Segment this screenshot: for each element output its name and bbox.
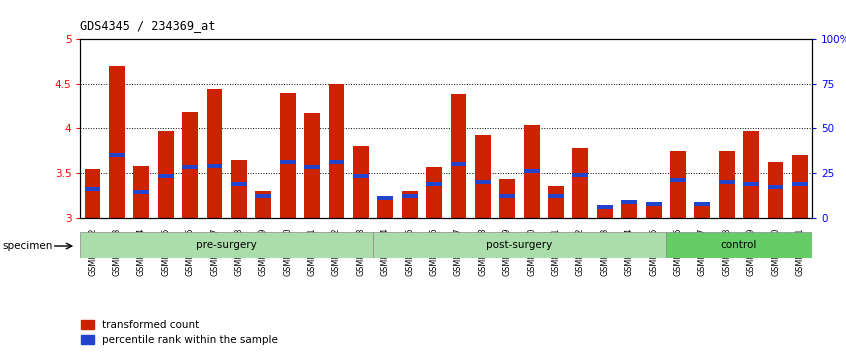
Bar: [134, 166, 149, 218]
Bar: [621, 200, 637, 204]
Bar: [305, 113, 320, 218]
Bar: [670, 151, 686, 218]
Bar: [744, 131, 759, 218]
Bar: [255, 191, 272, 218]
Bar: [109, 66, 125, 218]
Bar: [475, 180, 491, 184]
Bar: [573, 173, 588, 177]
Bar: [719, 180, 734, 184]
Bar: [426, 182, 442, 187]
Bar: [499, 194, 515, 198]
Bar: [548, 187, 564, 218]
Bar: [280, 160, 295, 164]
Bar: [377, 196, 393, 200]
Bar: [744, 182, 759, 187]
Bar: [499, 179, 515, 218]
Bar: [645, 202, 662, 218]
Bar: [353, 175, 369, 178]
Bar: [719, 151, 734, 218]
Text: control: control: [721, 240, 757, 250]
Bar: [451, 95, 466, 218]
Bar: [670, 178, 686, 182]
Legend: transformed count, percentile rank within the sample: transformed count, percentile rank withi…: [81, 320, 278, 345]
Text: pre-surgery: pre-surgery: [196, 240, 257, 250]
Bar: [80, 232, 373, 258]
Bar: [548, 194, 564, 198]
Bar: [353, 146, 369, 218]
Bar: [158, 131, 173, 218]
Bar: [767, 162, 783, 218]
Bar: [666, 232, 812, 258]
Text: specimen: specimen: [3, 241, 53, 251]
Bar: [328, 84, 344, 218]
Bar: [402, 191, 418, 218]
Bar: [792, 182, 808, 187]
Bar: [255, 194, 272, 198]
Bar: [305, 165, 320, 169]
Bar: [426, 167, 442, 218]
Bar: [767, 185, 783, 189]
Bar: [524, 169, 540, 173]
Bar: [206, 89, 222, 218]
Bar: [182, 112, 198, 218]
Bar: [377, 198, 393, 218]
Bar: [402, 194, 418, 198]
Bar: [134, 190, 149, 194]
Bar: [85, 169, 101, 218]
Bar: [280, 93, 295, 218]
Bar: [695, 202, 711, 206]
Bar: [182, 165, 198, 169]
Bar: [328, 160, 344, 164]
Bar: [695, 202, 711, 218]
Bar: [373, 232, 666, 258]
Bar: [231, 160, 247, 218]
Bar: [85, 187, 101, 191]
Text: post-surgery: post-surgery: [486, 240, 552, 250]
Bar: [206, 164, 222, 168]
Bar: [524, 125, 540, 218]
Bar: [475, 135, 491, 218]
Bar: [231, 182, 247, 187]
Bar: [451, 162, 466, 166]
Bar: [645, 202, 662, 206]
Bar: [792, 155, 808, 218]
Bar: [158, 175, 173, 178]
Bar: [597, 206, 613, 218]
Text: GDS4345 / 234369_at: GDS4345 / 234369_at: [80, 19, 216, 33]
Bar: [109, 153, 125, 157]
Bar: [621, 202, 637, 218]
Bar: [597, 205, 613, 209]
Bar: [573, 148, 588, 218]
